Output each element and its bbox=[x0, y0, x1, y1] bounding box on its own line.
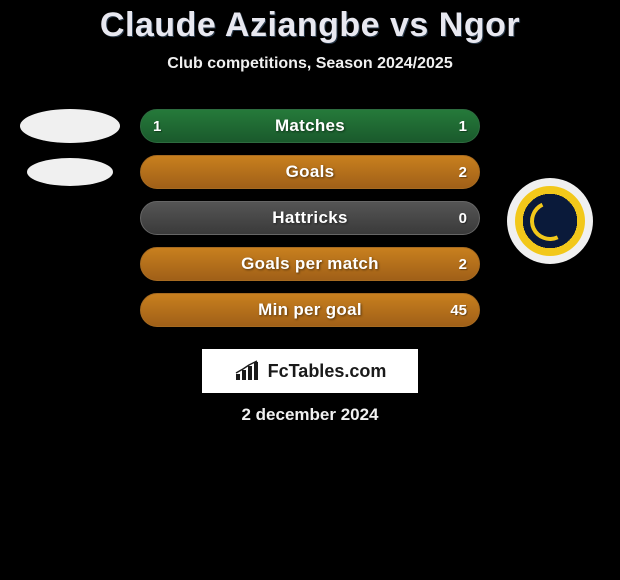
source-logo-box: FcTables.com bbox=[202, 349, 418, 393]
stat-right-value: 1 bbox=[459, 118, 467, 135]
stat-label: Goals bbox=[286, 162, 335, 182]
stat-right-value: 2 bbox=[459, 256, 467, 273]
stat-row-matches: 1 Matches 1 bbox=[0, 109, 620, 143]
stat-bar-min-per-goal: Min per goal 45 bbox=[140, 293, 480, 327]
left-badge-slot-1 bbox=[0, 158, 140, 186]
player-photo-placeholder-left-0 bbox=[20, 109, 120, 143]
stat-label: Min per goal bbox=[258, 300, 362, 320]
club-badge bbox=[507, 178, 593, 264]
comparison-infographic: Claude Aziangbe vs Ngor Club competition… bbox=[0, 0, 620, 425]
stat-bar-goals-per-match: Goals per match 2 bbox=[140, 247, 480, 281]
stat-row-min-per-goal: Min per goal 45 bbox=[0, 293, 620, 327]
page-title: Claude Aziangbe vs Ngor bbox=[0, 6, 620, 45]
stat-label: Matches bbox=[275, 116, 345, 136]
left-badge-slot-0 bbox=[0, 109, 140, 143]
source-logo: FcTables.com bbox=[234, 360, 387, 382]
club-badge-icon bbox=[515, 186, 585, 256]
stat-right-value: 45 bbox=[450, 302, 467, 319]
player-photo-placeholder-left-1 bbox=[27, 158, 113, 186]
stat-bar-matches: 1 Matches 1 bbox=[140, 109, 480, 143]
stat-right-value: 0 bbox=[459, 210, 467, 227]
source-logo-text: FcTables.com bbox=[268, 361, 387, 382]
stat-label: Hattricks bbox=[272, 208, 347, 228]
stat-right-value: 2 bbox=[459, 164, 467, 181]
snapshot-date: 2 december 2024 bbox=[0, 405, 620, 425]
stat-left-value: 1 bbox=[153, 118, 161, 135]
club-badge-wave-icon bbox=[524, 195, 575, 246]
stat-label: Goals per match bbox=[241, 254, 379, 274]
bar-chart-icon bbox=[234, 360, 262, 382]
right-club-badge-wrap bbox=[500, 178, 600, 264]
stat-bar-hattricks: Hattricks 0 bbox=[140, 201, 480, 235]
subtitle: Club competitions, Season 2024/2025 bbox=[0, 55, 620, 73]
stat-bar-goals: Goals 2 bbox=[140, 155, 480, 189]
